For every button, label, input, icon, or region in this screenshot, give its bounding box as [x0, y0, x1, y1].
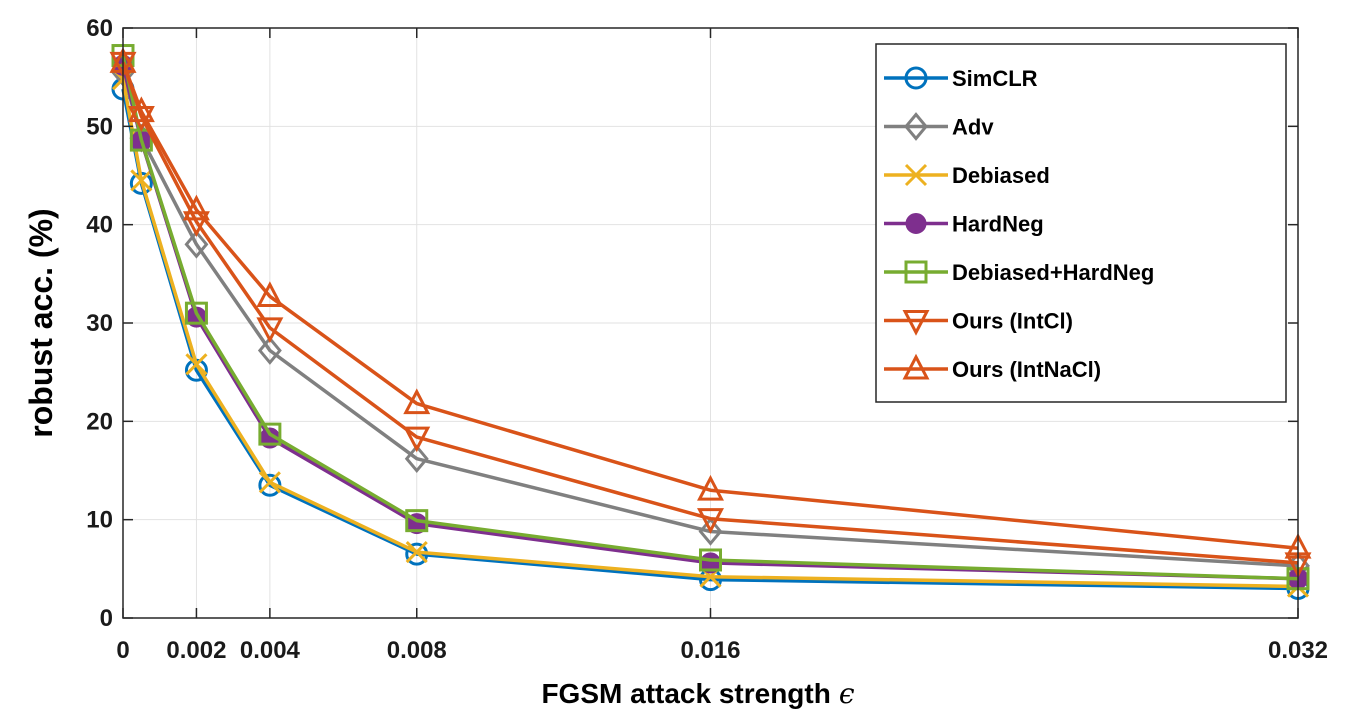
data-point-triangle-up	[902, 353, 930, 380]
data-point-diamond	[257, 336, 282, 365]
data-point-triangle-down	[256, 317, 284, 344]
x-tick-label: 0.004	[240, 637, 301, 664]
data-point-triangle-down	[902, 310, 930, 336]
y-tick-label: 20	[86, 408, 113, 435]
data-point-square	[699, 548, 722, 572]
data-point-triangle-down	[182, 211, 210, 237]
legend-entry: Adv	[884, 112, 994, 141]
x-axis-title-text: FGSM attack strength	[541, 678, 830, 709]
data-point-triangle-up	[182, 194, 210, 221]
data-point-diamond	[698, 517, 723, 546]
legend-label: Debiased	[952, 163, 1050, 188]
legend-entry: Debiased+HardNeg	[884, 260, 1154, 285]
data-point-diamond	[184, 229, 209, 259]
legend-entry: Ours (IntNaCl)	[884, 353, 1101, 382]
legend-label: Ours (IntNaCl)	[952, 357, 1101, 382]
data-point-diamond	[904, 112, 928, 141]
data-point-triangle-up	[403, 388, 431, 415]
x-axis-epsilon-symbol: ϵ	[839, 677, 855, 710]
data-point-x	[130, 169, 153, 192]
data-point-triangle-down	[697, 508, 724, 534]
series-line	[121, 61, 1299, 550]
series-line	[121, 55, 1299, 581]
data-point-circle	[904, 66, 928, 90]
x-tick-label: 0.032	[1268, 637, 1328, 664]
data-point-square	[184, 301, 208, 325]
legend-entry: HardNeg	[884, 212, 1044, 237]
data-point-triangle-up	[127, 96, 155, 123]
legend-label: Adv	[952, 115, 994, 140]
legend-entry: SimCLR	[884, 66, 1038, 91]
y-axis-title: robust acc. (%)	[23, 208, 59, 437]
y-tick-label: 40	[86, 212, 113, 239]
series-group	[109, 44, 1312, 600]
data-point-diamond	[404, 444, 429, 474]
data-point-x	[258, 471, 281, 494]
axis-ticks: 0 10 20 30 40 50 60 0 0.002 0.004 0.008 0.016 0.032	[86, 15, 1328, 664]
y-tick-label: 10	[86, 507, 113, 534]
x-tick-label: 0	[116, 637, 129, 664]
y-tick-label: 0	[100, 605, 113, 632]
x-axis-title: FGSM attack strength ϵ	[541, 677, 854, 710]
legend-entry: Ours (IntCl)	[884, 309, 1073, 336]
data-point-x	[405, 541, 428, 564]
data-point-triangle-up	[697, 474, 724, 501]
data-point-x	[904, 163, 928, 187]
y-tick-label: 50	[86, 113, 113, 140]
data-point-triangle-down	[403, 426, 431, 453]
data-point-square	[258, 422, 282, 446]
legend-label: Debiased+HardNeg	[952, 260, 1154, 285]
data-point-triangle-up	[256, 281, 284, 307]
legend-label: HardNeg	[952, 212, 1044, 237]
legend-entry: Debiased	[884, 163, 1050, 188]
data-point-filled-circle	[905, 213, 927, 234]
series-line	[121, 61, 1299, 565]
legend-label: SimCLR	[952, 66, 1038, 91]
x-tick-label: 0.008	[387, 637, 447, 664]
data-point-x	[185, 353, 208, 376]
data-point-square	[904, 260, 928, 284]
legend: SimCLR Adv Debiased HardNeg Debiased+HardNeg…	[875, 43, 1287, 403]
x-tick-label: 0.002	[166, 637, 226, 664]
y-tick-label: 30	[86, 310, 113, 337]
y-tick-label: 60	[86, 15, 113, 42]
data-point-square	[405, 509, 429, 533]
legend-label: Ours (IntCl)	[952, 309, 1073, 334]
x-tick-label: 0.016	[680, 637, 740, 664]
